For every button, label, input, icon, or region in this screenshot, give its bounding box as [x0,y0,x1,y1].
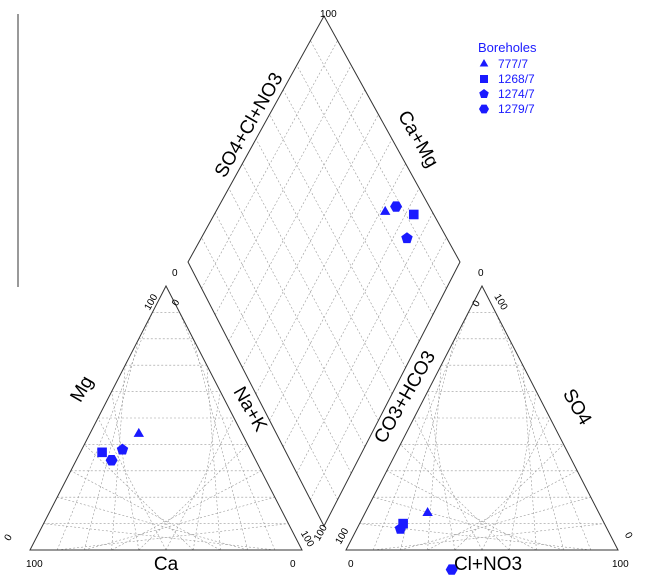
diamond-point-1274/7 [401,232,413,244]
cation-point-777/7 [133,427,144,437]
diamond-point-1268/7 [408,209,419,220]
diamond-point-777/7 [380,205,391,215]
legend-label: 1268/7 [498,72,535,86]
cation-point-1279/7 [105,455,118,466]
cation-label-bottom: Ca [154,554,179,575]
cation-tick-top: 100 [143,292,161,312]
anion-grid-b [495,312,592,551]
grid-layer [43,40,605,551]
cation-grid-b [84,496,275,551]
cation-label-left: Mg [67,373,98,406]
cation-tick-top-right: 0 [170,297,183,308]
frame-layer [29,14,619,551]
anion-grid-b [454,444,564,551]
anion-grid-b [481,417,551,551]
cation-grid-a [70,470,221,551]
anion-triangle-frame [345,284,619,551]
cation-grid-b [192,338,248,551]
cation-point-1268/7 [97,447,107,458]
cation-grid-b [57,523,289,551]
legend-marker-hexagon [479,104,489,114]
anion-tick-bottom-right: 100 [612,559,629,570]
diamond-tick-left: 0 [172,268,178,279]
anion-grid-b [508,391,537,551]
cation-grid-b [165,417,235,551]
cation-grid-a [84,444,194,551]
anion-grid-b [522,365,537,551]
anion-label-right: SO4 [558,386,595,430]
cation-tick-bottom-left: 100 [26,559,43,570]
cation-grid-b [138,444,248,551]
diamond-frame [187,14,461,528]
diamond-grid-a [228,188,366,447]
cation-grid-a [97,417,167,551]
anion-grid-a [359,523,591,551]
anion-grid-b [373,523,605,551]
anion-grid-a [400,338,456,551]
cation-triangle-frame [29,284,303,551]
diamond-grid-b [201,40,338,289]
legend-marker-triangle [479,59,489,67]
cation-tick-left: 0 [3,532,16,543]
cation-tick-bottom-right: 0 [290,559,296,570]
anion-tick-bottom-left: 0 [348,559,354,570]
diamond-grid-a [282,89,420,342]
anion-tick-right: 0 [622,531,635,542]
data-points [97,201,458,575]
legend-title: Boreholes [478,40,537,55]
anion-point-777/7 [422,507,433,517]
diamond-grid-b [269,163,406,421]
cation-label-right: Na+K [229,383,271,435]
diamond-grid-b [282,188,420,447]
legend-label: 1279/7 [498,102,535,116]
diamond-grid-a [296,65,434,315]
cation-point-1274/7 [116,443,129,455]
diamond-grid-b [214,65,352,315]
cation-grid-a [43,523,275,551]
anion-grid-b [508,338,564,551]
anion-tick-top-left: 0 [471,298,484,309]
diamond-grid-a [201,237,338,500]
diamond-grid-b [296,212,434,474]
cation-grid-b [179,312,276,551]
anion-label-bottom: Cl+NO3 [454,554,522,575]
diamond-label-right: Ca+Mg [393,107,442,171]
cation-grid-a [111,365,126,551]
diamond-tick-right: 0 [478,268,484,279]
legend-label: 1274/7 [498,87,535,101]
legend-label: 777/7 [498,57,528,71]
anion-point-1279/7 [445,564,458,575]
anion-grid-a [413,417,483,551]
anion-point-1274/7 [394,522,407,534]
legend-marker-pentagon [479,89,489,99]
diamond-point-1279/7 [390,201,403,212]
cation-grid-b [192,391,221,551]
anion-grid-a [386,470,537,551]
cation-grid-a [56,312,153,551]
anion-grid-a [372,312,469,551]
diamond-grid-b [255,138,393,395]
cation-grid-a [84,338,140,551]
anion-point-1268/7 [398,518,408,529]
cation-grid-b [206,365,221,551]
diamond-grid-a [310,40,447,289]
anion-label-left: CO3+HCO3 [370,347,440,447]
diamond-grid-a [214,212,352,474]
anion-grid-a [373,496,564,551]
diamond-grid-b [310,237,447,500]
anion-grid-a [427,365,442,551]
diamond-grid-a [242,163,379,421]
legend-marker-square [480,75,488,83]
cation-grid-a [57,496,248,551]
diamond-tick-top: 100 [320,9,337,20]
anion-grid-a [400,444,510,551]
diamond-label-left: SO4+Cl+NO3 [211,69,288,181]
anion-grid-b [400,496,591,551]
